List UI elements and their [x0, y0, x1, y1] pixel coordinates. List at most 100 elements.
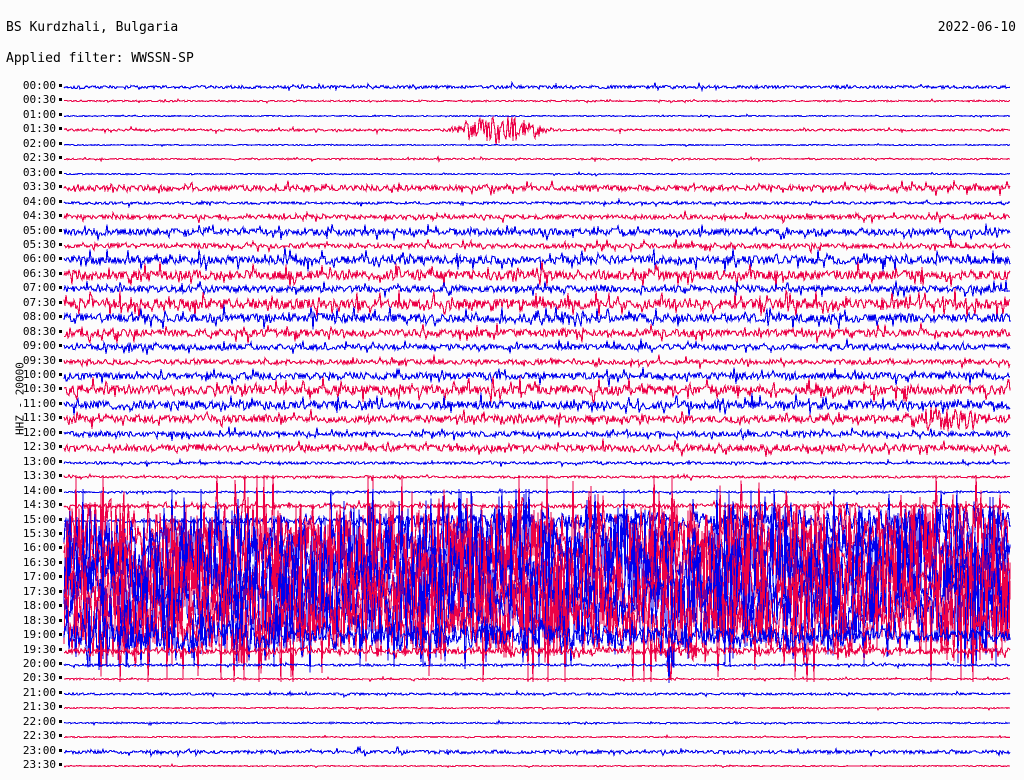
axis-tick: [59, 185, 62, 189]
seismic-trace: [63, 426, 1011, 441]
axis-tick: [59, 373, 62, 376]
seismic-trace: [63, 745, 1011, 759]
axis-tick: [59, 589, 62, 593]
trace-row: 02:30: [0, 152, 1024, 166]
axis-tick: [59, 488, 62, 492]
time-axis-label: 03:30: [22, 180, 56, 194]
time-axis-label: 17:30: [22, 584, 56, 598]
trace-row: 10:30: [0, 376, 1024, 404]
time-axis-label: 22:30: [22, 729, 56, 743]
seismic-trace: [63, 280, 1011, 298]
trace-row: 10:00: [0, 367, 1024, 387]
axis-tick: [59, 228, 62, 232]
axis-tick: [59, 257, 62, 261]
axis-tick: [59, 662, 62, 665]
time-axis-label: 19:00: [22, 628, 56, 642]
trace-row: 11:00: [0, 392, 1024, 416]
axis-tick: [59, 705, 62, 709]
axis-tick: [59, 575, 62, 579]
time-axis-label: 14:30: [22, 498, 56, 512]
seismic-trace: [63, 138, 1011, 152]
seismic-trace: [63, 687, 1011, 701]
seismic-trace: [63, 80, 1011, 94]
trace-row: 00:30: [0, 94, 1024, 108]
axis-tick: [59, 531, 62, 535]
axis-tick: [59, 734, 62, 738]
trace-row: 20:00: [0, 645, 1024, 684]
trace-row: 20:30: [0, 672, 1024, 686]
time-axis-label: 11:00: [22, 396, 56, 410]
applied-filter-label: Applied filter: WWSSN-SP: [6, 51, 194, 66]
record-date: 2022-06-10: [937, 20, 1016, 35]
page-title: BS Kurdzhali, Bulgaria: [6, 20, 179, 35]
axis-tick: [59, 127, 62, 131]
axis-tick: [59, 141, 62, 145]
seismic-trace: [63, 701, 1011, 715]
trace-row: 11:30: [0, 407, 1024, 433]
axis-tick: [59, 445, 62, 449]
trace-row: 05:30: [0, 238, 1024, 255]
seismic-trace: [63, 354, 1011, 369]
time-axis-label: 18:00: [22, 599, 56, 613]
time-axis-label: 06:30: [22, 266, 56, 280]
seismic-trace: [63, 628, 1011, 681]
seismic-trace: [63, 470, 1011, 484]
time-axis-label: 04:30: [22, 209, 56, 223]
seismic-trace: [63, 716, 1011, 730]
trace-row: 19:30: [0, 628, 1024, 681]
time-axis-label: 17:00: [22, 570, 56, 584]
trace-row: 09:30: [0, 353, 1024, 369]
axis-tick: [59, 546, 62, 550]
seismic-trace: [63, 730, 1011, 744]
seismic-trace: [63, 287, 1011, 319]
axis-tick: [59, 748, 62, 752]
time-axis-label: 18:30: [22, 613, 56, 627]
axis-tick: [59, 329, 62, 333]
axis-tick: [59, 156, 62, 160]
axis-tick: [59, 84, 62, 87]
axis-tick: [59, 647, 62, 651]
seismic-trace: [63, 196, 1011, 210]
trace-row: 03:00: [0, 166, 1024, 181]
seismic-trace: [63, 367, 1011, 387]
time-axis-label: 11:30: [22, 411, 56, 425]
axis-tick: [59, 459, 62, 463]
trace-row: 14:30: [0, 499, 1024, 513]
time-axis-label: 09:30: [22, 353, 56, 367]
time-axis-label: 08:00: [22, 310, 56, 324]
seismic-trace: [63, 210, 1011, 225]
time-axis-label: 13:30: [22, 469, 56, 483]
time-axis-label: 10:00: [22, 368, 56, 381]
seismic-trace: [63, 485, 1011, 499]
time-axis-label: 08:30: [22, 324, 56, 338]
seismic-trace: [63, 407, 1011, 433]
time-axis-label: 15:30: [22, 526, 56, 540]
trace-row: 02:00: [0, 137, 1024, 152]
axis-tick: [59, 633, 62, 637]
axis-tick: [59, 416, 62, 420]
trace-row: 13:00: [0, 455, 1024, 470]
axis-tick: [59, 242, 62, 246]
time-axis-label: 00:00: [22, 79, 56, 92]
time-axis-label: 02:30: [22, 151, 56, 165]
seismic-trace: [63, 456, 1011, 470]
trace-row: 21:00: [0, 685, 1024, 701]
seismic-trace: [63, 109, 1011, 123]
seismic-trace: [63, 116, 1011, 146]
trace-row: 04:00: [0, 195, 1024, 210]
seismic-trace: [63, 180, 1011, 197]
axis-tick: [59, 503, 62, 507]
time-axis-label: 23:00: [22, 743, 56, 757]
trace-row: 22:30: [0, 730, 1024, 744]
axis-tick: [59, 618, 62, 622]
time-axis-label: 21:00: [22, 685, 56, 699]
time-axis-label: 01:00: [22, 107, 56, 121]
seismic-trace: [63, 322, 1011, 344]
time-axis-label: 23:30: [22, 758, 56, 772]
time-axis-label: 01:30: [22, 122, 56, 136]
time-axis-label: 20:30: [22, 671, 56, 685]
seismic-trace: [63, 304, 1011, 330]
time-axis-label: 16:30: [22, 555, 56, 569]
axis-tick: [59, 719, 62, 723]
trace-row: 22:00: [0, 715, 1024, 730]
